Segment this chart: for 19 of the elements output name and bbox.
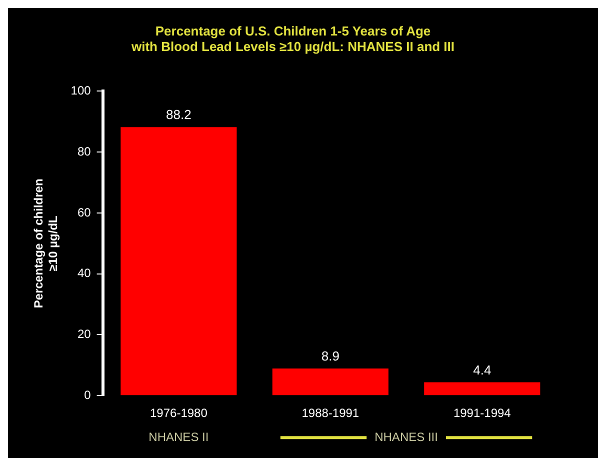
y-tick-label: 40 (77, 266, 92, 280)
text: NHANES II (148, 430, 209, 444)
text: NHANES III (374, 430, 438, 444)
data-label: 4.4 (473, 362, 492, 378)
bar (424, 382, 540, 396)
x-tick-label: 1988-1991 (302, 406, 360, 420)
data-label: 8.9 (321, 348, 340, 364)
data-label: 88.2 (166, 107, 192, 122)
y-tick-label: 0 (84, 388, 92, 402)
y-tick-label: 20 (77, 327, 92, 342)
chart-title: Percentage of U.S. Children 1-5 Years of Age with Blood Lead Levels ≥10 µg/dL: NHANES II and III (130, 23, 455, 54)
y-tick-label: 100 (70, 84, 92, 98)
bar (272, 368, 388, 396)
bar (120, 127, 237, 396)
x-tick-label: 1976-1980 (150, 406, 208, 420)
x-tick-label: 1991-1994 (453, 406, 512, 420)
y-axis-title: Percentage of children ≥10 µg/dL (32, 178, 60, 308)
y-tick-label: 60 (77, 205, 92, 220)
y-tick-label: 80 (77, 144, 92, 158)
